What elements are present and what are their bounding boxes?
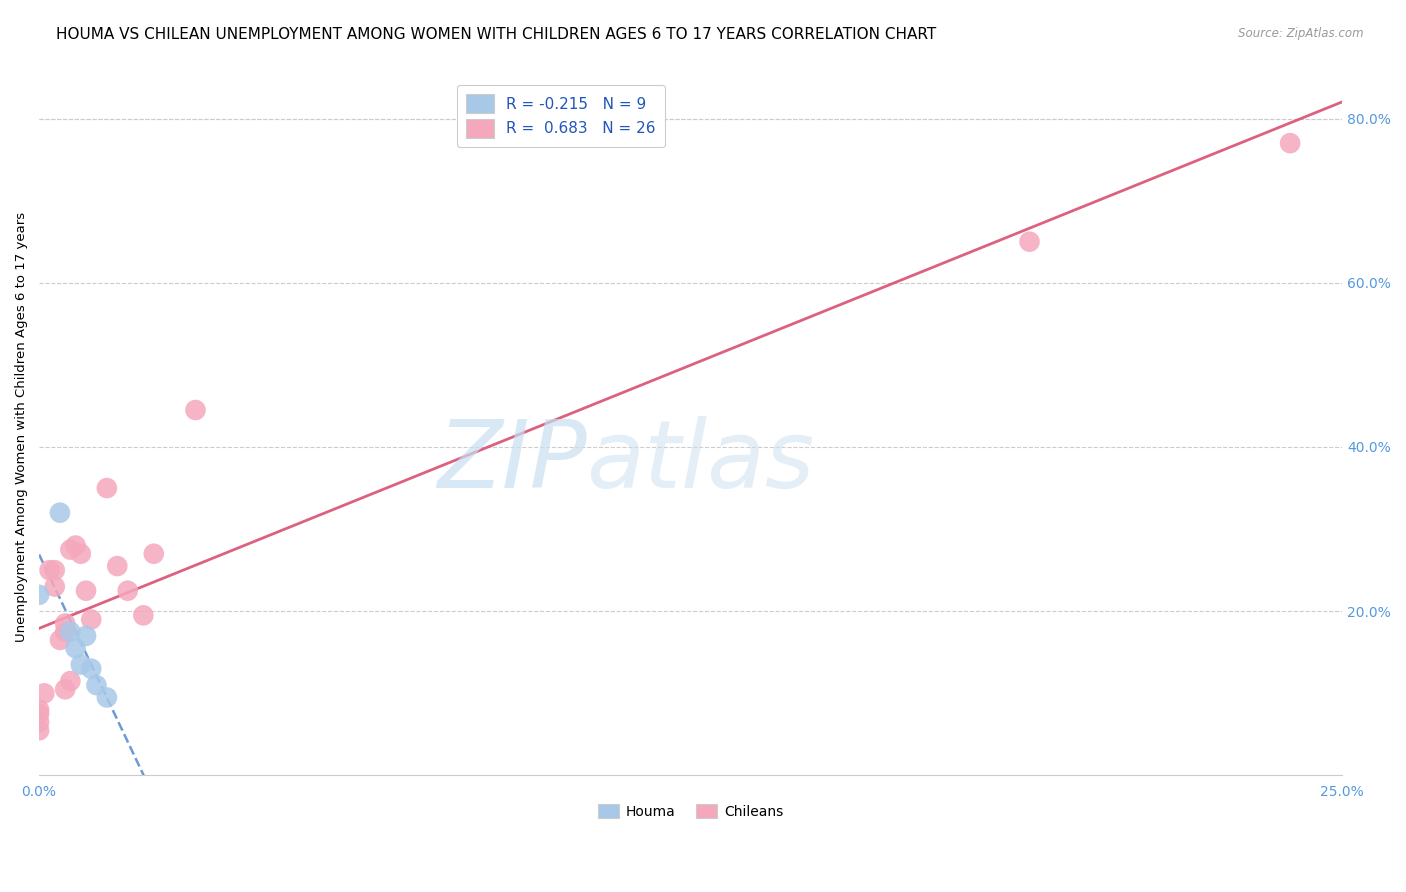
Point [75,583,97,598]
Point [80,612,103,626]
Point [28,706,51,721]
Point [132,608,155,623]
Point [105,559,128,574]
Point [28,703,51,717]
Point [59,624,82,639]
Point [49,506,72,520]
Text: HOUMA VS CHILEAN UNEMPLOYMENT AMONG WOMEN WITH CHILDREN AGES 6 TO 17 YEARS CORRE: HOUMA VS CHILEAN UNEMPLOYMENT AMONG WOME… [56,27,936,42]
Point [69,657,91,672]
Point [38,563,60,577]
Point [59,673,82,688]
Point [65,539,87,553]
Legend: Houma, Chileans: Houma, Chileans [592,798,789,824]
Text: atlas: atlas [586,416,814,507]
Point [44,580,66,594]
Point [1279,136,1302,150]
Point [28,588,51,602]
Point [59,542,82,557]
Point [75,629,97,643]
Point [53,624,76,639]
Point [69,547,91,561]
Point [1018,235,1040,249]
Point [86,678,108,692]
Point [117,583,139,598]
Point [34,686,56,700]
Point [80,662,103,676]
Y-axis label: Unemployment Among Women with Children Ages 6 to 17 years: Unemployment Among Women with Children A… [15,211,28,641]
Point [96,690,118,705]
Point [53,682,76,697]
Point [142,547,165,561]
Point [96,481,118,495]
Point [28,723,51,738]
Point [44,563,66,577]
Point [184,403,207,417]
Text: Source: ZipAtlas.com: Source: ZipAtlas.com [1239,27,1364,40]
Text: ZIP: ZIP [437,416,586,507]
Point [65,641,87,656]
Point [53,616,76,631]
Point [28,715,51,730]
Point [49,632,72,647]
